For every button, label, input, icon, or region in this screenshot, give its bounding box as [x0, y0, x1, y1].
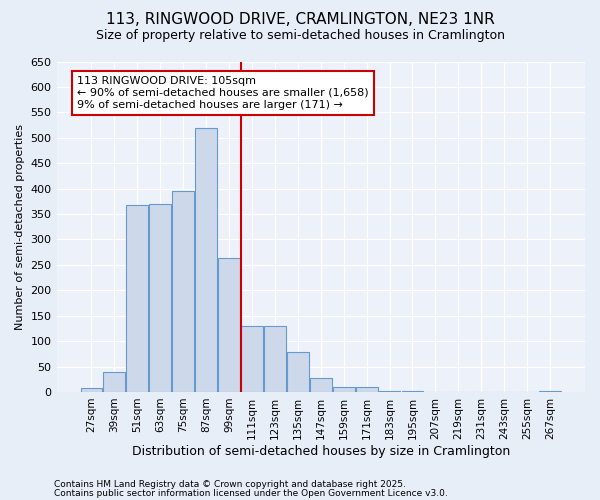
- Bar: [103, 372, 125, 392]
- Text: 113, RINGWOOD DRIVE, CRAMLINGTON, NE23 1NR: 113, RINGWOOD DRIVE, CRAMLINGTON, NE23 1…: [106, 12, 494, 28]
- Text: Contains public sector information licensed under the Open Government Licence v3: Contains public sector information licen…: [54, 489, 448, 498]
- Y-axis label: Number of semi-detached properties: Number of semi-detached properties: [15, 124, 25, 330]
- Bar: [195, 128, 217, 392]
- Bar: [127, 206, 148, 392]
- Bar: [379, 391, 400, 392]
- Bar: [149, 204, 171, 392]
- X-axis label: Distribution of semi-detached houses by size in Cramlington: Distribution of semi-detached houses by …: [131, 444, 510, 458]
- Bar: [218, 258, 240, 392]
- Text: Size of property relative to semi-detached houses in Cramlington: Size of property relative to semi-detach…: [95, 29, 505, 42]
- Text: Contains HM Land Registry data © Crown copyright and database right 2025.: Contains HM Land Registry data © Crown c…: [54, 480, 406, 489]
- Bar: [539, 391, 561, 392]
- Bar: [310, 378, 332, 392]
- Bar: [264, 326, 286, 392]
- Bar: [356, 387, 377, 392]
- Bar: [80, 388, 103, 392]
- Bar: [333, 387, 355, 392]
- Bar: [287, 352, 309, 392]
- Text: 113 RINGWOOD DRIVE: 105sqm
← 90% of semi-detached houses are smaller (1,658)
9% : 113 RINGWOOD DRIVE: 105sqm ← 90% of semi…: [77, 76, 369, 110]
- Bar: [172, 191, 194, 392]
- Bar: [241, 326, 263, 392]
